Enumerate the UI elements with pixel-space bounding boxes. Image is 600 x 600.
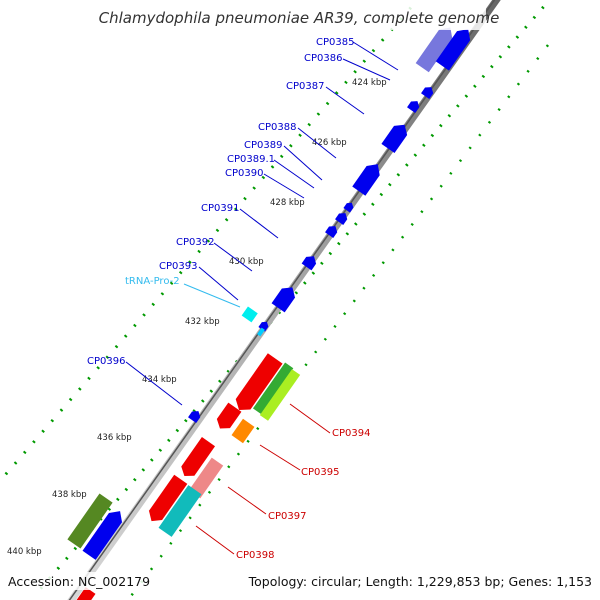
gene-cp0388[interactable] [381, 120, 411, 154]
tick-label: 430 kbp [229, 257, 264, 267]
label-cp0392: CP0392 [176, 237, 214, 248]
gene-cp0387[interactable] [421, 84, 436, 99]
gene-labels: CP0385 CP0386 CP0387 CP0388 CP0389 CP038… [87, 37, 370, 561]
page-title: Chlamydophila pneumoniae AR39, complete … [99, 9, 500, 27]
tick-label: 434 kbp [142, 375, 177, 385]
gene-cp0394-c[interactable] [259, 369, 301, 421]
tick-label: 424 kbp [352, 78, 387, 88]
gene-cp0385[interactable] [415, 23, 457, 73]
tick-label: 440 kbp [7, 547, 42, 557]
gene-cp0397-b[interactable] [188, 457, 224, 499]
gene-cp0391[interactable] [325, 223, 340, 238]
gene-cp0397-a[interactable] [178, 437, 216, 481]
tick-label: 426 kbp [312, 138, 347, 148]
label-cp0398: CP0398 [236, 550, 274, 561]
tick-label: 428 kbp [270, 198, 305, 208]
label-cp0387: CP0387 [286, 81, 324, 92]
accession-label: Accession: NC_002179 [8, 574, 150, 589]
gc-dots-middle [0, 0, 420, 484]
gc-dots-inner [34, 0, 552, 595]
gene-cp0393[interactable] [271, 283, 299, 313]
label-cp0395: CP0395 [301, 467, 339, 478]
label-cp0385: CP0385 [316, 37, 354, 48]
gene-bottom-blue[interactable] [82, 506, 127, 560]
gene-cp0398-a[interactable] [145, 474, 188, 526]
genome-summary: Topology: circular; Length: 1,229,853 bp… [248, 574, 592, 589]
gene-bottom-red[interactable] [76, 587, 96, 600]
title-backdrop [112, 6, 486, 30]
gene-cp0394-b[interactable] [252, 362, 294, 415]
gene-cp0395-a[interactable] [213, 402, 242, 433]
label-leader-lines [125, 41, 399, 555]
label-cp0396: CP0396 [87, 356, 125, 367]
gene-trna-mark [257, 327, 265, 337]
gene-cp0398-b[interactable] [158, 485, 202, 537]
label-cp0388: CP0388 [258, 122, 296, 133]
label-cp0393: CP0393 [159, 261, 197, 272]
gene-cp0390[interactable] [335, 210, 350, 225]
gene-cp0392[interactable] [301, 253, 319, 271]
label-cp0397: CP0397 [268, 511, 306, 522]
position-tick-labels: 424 kbp 426 kbp 428 kbp 430 kbp 432 kbp … [7, 78, 387, 557]
label-cp0394: CP0394 [332, 428, 370, 439]
gc-content-track [0, 0, 552, 600]
gene-cp0395-b[interactable] [231, 418, 255, 444]
gene-arrows [82, 23, 475, 560]
label-trna-pro-2: tRNA-Pro-2 [125, 276, 180, 287]
tick-label: 438 kbp [52, 490, 87, 500]
gene-cp0387b[interactable] [407, 98, 422, 113]
label-cp0389: CP0389 [244, 140, 282, 151]
reverse-strand-genes [67, 353, 301, 600]
gene-cp0393b[interactable] [258, 320, 270, 332]
tick-label: 436 kbp [97, 433, 132, 443]
gene-cp0396[interactable] [188, 408, 203, 423]
gene-cp0389[interactable] [352, 159, 384, 196]
tick-label: 432 kbp [185, 317, 220, 327]
label-cp0390: CP0390 [225, 168, 263, 179]
label-cp0391: CP0391 [201, 203, 239, 214]
gene-cp0394-a[interactable] [232, 353, 283, 415]
gene-cp0386[interactable] [435, 25, 475, 71]
label-cp0389-1: CP0389.1 [227, 154, 275, 165]
gene-cp0389-1[interactable] [343, 201, 355, 213]
gene-olive-bar[interactable] [67, 493, 113, 549]
gene-trna-pro-2[interactable] [241, 306, 258, 323]
footer-backdrop [0, 572, 600, 590]
label-cp0386: CP0386 [304, 53, 342, 64]
